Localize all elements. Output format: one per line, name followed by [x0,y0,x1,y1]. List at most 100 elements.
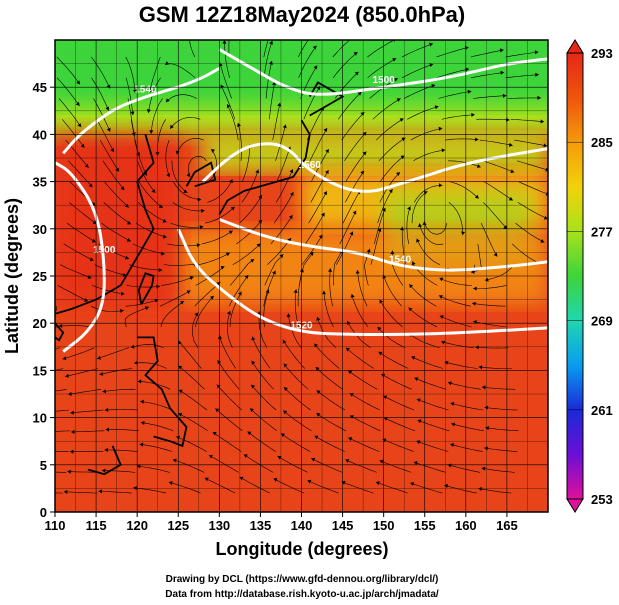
streamline-arrow [277,455,282,460]
streamline [178,365,205,390]
x-tick-label: 140 [291,518,313,533]
streamline-arrow [535,72,539,77]
streamline-arrow [327,268,333,273]
colorbar-bottom-triangle [566,498,584,513]
streamline [163,263,198,266]
streamline [228,40,230,58]
streamline [91,56,111,89]
streamline [61,119,85,148]
y-tick-label: 35 [33,175,47,190]
streamline [168,481,201,494]
streamline [55,471,67,473]
streamline [329,268,333,307]
streamline-arrow [162,218,167,223]
streamline-arrow [98,489,102,494]
colorbar-label: 293 [591,46,613,61]
streamline [132,243,165,255]
streamline [280,433,311,452]
streamline [102,160,125,191]
colorbar-body [567,53,583,499]
streamline-arrow [199,225,204,230]
streamline [178,389,208,411]
streamline [68,389,102,395]
streamline-arrow [313,65,318,70]
streamline-arrow [286,313,291,317]
streamline [173,181,202,200]
streamline [241,169,259,203]
streamline-arrow [381,373,386,378]
streamline [351,293,369,328]
streamline-arrow [399,118,404,122]
streamline [301,234,323,265]
streamline [383,395,415,411]
streamline-arrow [126,237,131,242]
streamline-arrow [158,268,163,273]
streamline-arrow [256,243,261,248]
streamline-arrow [438,126,443,131]
streamline-arrow [69,449,74,454]
streamline-arrow [251,336,256,341]
streamline-arrow [105,427,110,432]
streamline-arrow [70,410,74,415]
streamline [409,284,437,307]
streamline [101,222,131,242]
streamline [283,363,309,390]
streamline-arrow [439,277,444,282]
streamline [441,341,475,348]
streamline-arrow [379,459,384,464]
streamline [160,290,191,307]
streamline [169,117,201,129]
streamline [348,437,380,452]
streamline-arrow [393,77,398,82]
streamline-arrow [353,52,358,56]
streamline-arrow [139,442,144,447]
streamline [518,181,548,195]
streamline [476,118,510,121]
streamline [170,222,204,228]
streamline-arrow [366,248,371,253]
streamline [204,206,235,224]
streamline-arrow [377,326,382,331]
x-tick-label: 155 [414,518,436,533]
streamline-arrow [165,98,170,103]
streamline-arrow [133,486,137,491]
streamline-arrow [378,351,383,356]
streamline-arrow [316,413,321,417]
streamline-arrow [316,316,321,321]
streamline [201,230,233,245]
streamline-arrow [283,387,288,392]
y-axis-label: Latitude (degrees) [2,198,22,354]
streamline-arrow [502,93,507,98]
streamline-arrow [345,459,350,463]
streamline-arrow [416,398,421,403]
streamline [345,459,377,473]
streamline-arrow [239,476,244,481]
streamline [103,202,132,225]
streamline-arrow [189,276,194,280]
streamline [56,56,81,85]
streamline [239,476,270,494]
streamline [191,312,199,348]
streamline-arrow [282,339,287,344]
streamline [341,111,365,141]
streamline-arrow [80,143,85,148]
streamline-arrow [178,412,183,417]
streamline-arrow [62,356,67,361]
contour-label: 1540 [389,255,412,266]
streamline [447,464,481,473]
streamline-arrow [348,370,353,375]
streamline [445,138,479,141]
streamline [127,98,135,137]
streamline [101,470,136,473]
streamline [198,252,231,265]
streamline-arrow [243,454,248,458]
streamline-arrow [194,312,199,317]
streamline-arrow [409,284,414,289]
streamline [217,360,240,390]
streamline-arrow [115,167,120,172]
streamline [189,40,196,58]
streamline-arrow [268,60,273,65]
streamline [239,194,263,224]
streamline-arrow [220,265,225,270]
streamline-arrow [178,365,183,370]
